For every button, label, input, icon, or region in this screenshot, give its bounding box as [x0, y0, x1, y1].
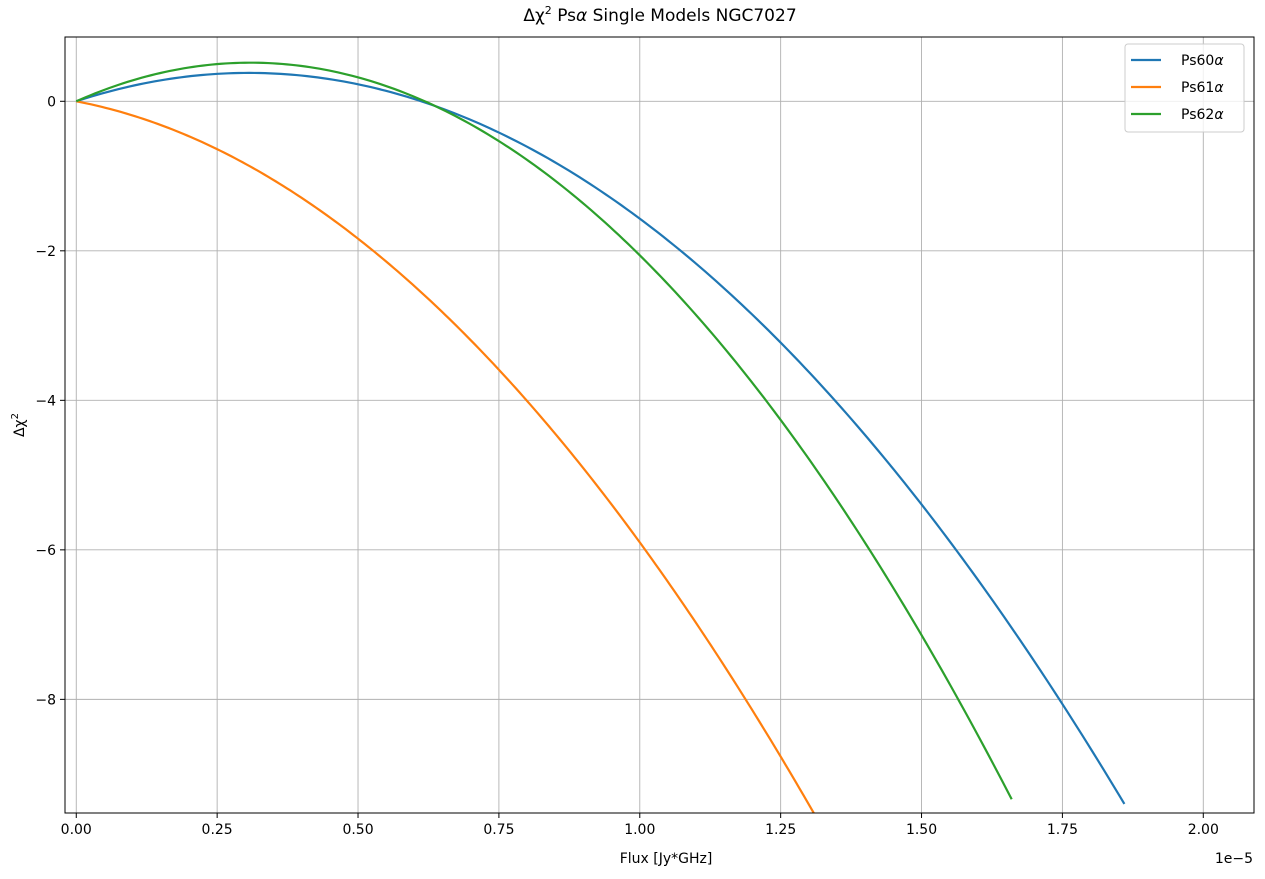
x-tick-label: 0.00 — [61, 822, 92, 838]
series-line-ps62 — [75, 61, 1013, 800]
x-tick-label: 0.25 — [202, 822, 233, 838]
y-tick-label: −2 — [35, 244, 56, 260]
x-tick-label: 0.50 — [342, 822, 373, 838]
chart-title: Δχ2 Psα Single Models NGC7027 — [523, 4, 796, 26]
series-lines — [75, 61, 1126, 813]
x-tick-label: 2.00 — [1188, 822, 1219, 838]
x-tick-label: 1.50 — [906, 822, 937, 838]
x-tick-label: 1.25 — [765, 822, 796, 838]
y-tick-label: 0 — [47, 94, 56, 110]
x-ticks: 0.00 0.25 0.50 0.75 1.00 1.25 1.50 1.75 2.00 — [61, 813, 1219, 838]
legend-box — [1124, 43, 1245, 133]
x-tick-label: 1.00 — [624, 822, 655, 838]
x-tick-label: 1.75 — [1047, 822, 1078, 838]
legend-label-ps60: Ps60α — [1181, 53, 1224, 69]
series-line-ps60 — [75, 71, 1126, 805]
plot-frame — [64, 36, 1255, 814]
y-axis-label: Δχ2 — [10, 413, 28, 437]
y-tick-label: −8 — [35, 692, 56, 708]
y-tick-label: −6 — [35, 543, 56, 559]
series-line-ps61 — [76, 100, 816, 813]
x-offset-text: 1e−5 — [1215, 851, 1253, 867]
legend: Ps60α Ps61α Ps62α — [1124, 43, 1245, 133]
legend-label-ps61: Ps61α — [1181, 80, 1224, 96]
legend-label-ps62: Ps62α — [1181, 107, 1224, 123]
y-tick-label: −4 — [35, 393, 56, 409]
x-tick-label: 0.75 — [483, 822, 514, 838]
x-axis-label: Flux [Jy*GHz] — [620, 851, 713, 867]
grid — [65, 37, 1254, 813]
y-ticks: 0 −2 −4 −6 −8 — [35, 94, 65, 708]
